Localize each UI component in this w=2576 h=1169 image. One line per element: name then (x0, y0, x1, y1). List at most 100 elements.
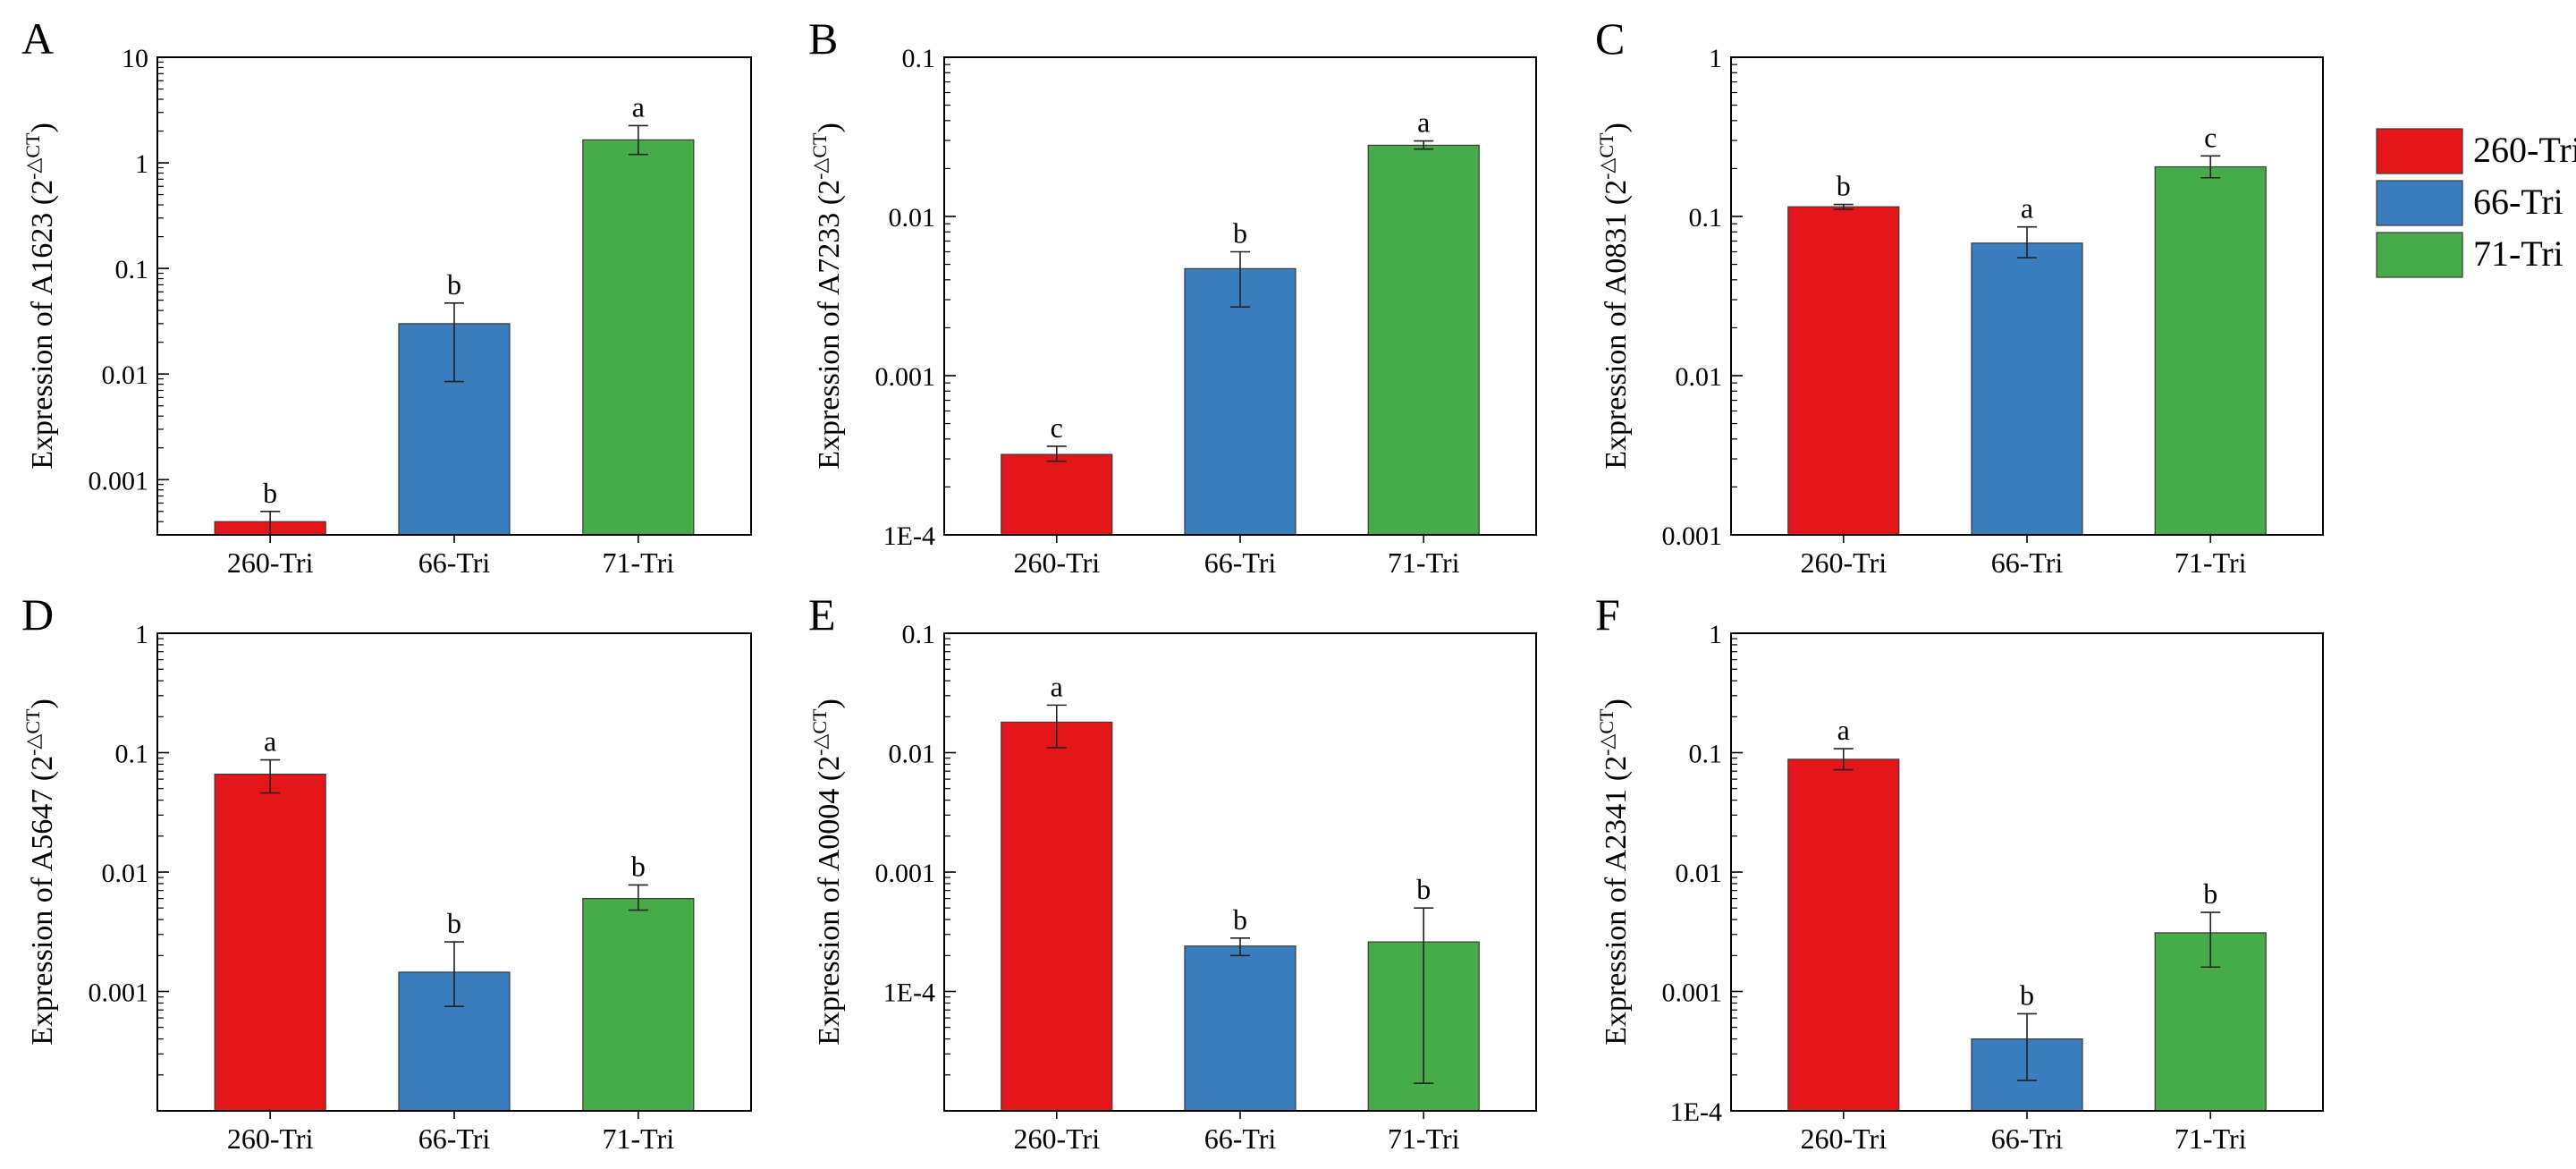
y-tick-label: 10 (122, 44, 148, 73)
y-tick-label: 0.1 (902, 44, 936, 73)
y-tick-label: 1 (1709, 620, 1722, 649)
panel-letter: E (808, 589, 836, 640)
significance-letter: a (632, 90, 645, 123)
significance-letter: b (2020, 978, 2034, 1011)
bar-66-tri (1971, 242, 2083, 536)
significance-letter: a (1051, 670, 1063, 702)
plot-frame (1730, 632, 2324, 1112)
legend-label: 71-Tri (2473, 233, 2563, 274)
x-tick-label: 260-Tri (1800, 546, 1887, 579)
bar-66-tri (1184, 267, 1296, 536)
panel-letter: F (1595, 589, 1620, 640)
panel-c: Cb 260-Tri a 66-Tri c 71-Tri 0.001 0.01 0.1 1 Expr… (1595, 13, 2324, 579)
x-tick-label: 71-Tri (603, 1122, 675, 1155)
significance-letter: a (2021, 192, 2033, 224)
x-tick-label: 66-Tri (418, 546, 491, 579)
y-tick-label: 0.1 (902, 620, 936, 649)
plot-frame (156, 632, 752, 1112)
x-tick-label: 66-Tri (1204, 1122, 1277, 1155)
y-tick-label: 0.1 (1689, 203, 1723, 233)
bar-260-tri (1787, 758, 1900, 1112)
panel-f: Fa 260-Tri b 66-Tri b 71-Tri 1E-4 0.001 0.01 0.1 1… (1595, 589, 2324, 1155)
y-tick-label: 0.01 (889, 740, 936, 769)
bar-260-tri (214, 773, 326, 1112)
y-axis-label: Expression of A5647 (2-△CT) (21, 699, 59, 1046)
plot-frame (943, 632, 1537, 1112)
x-tick-label: 71-Tri (2175, 1122, 2247, 1155)
y-tick-label: 0.1 (115, 255, 149, 284)
y-tick-label: 0.01 (102, 360, 149, 390)
y-tick-label: 0.001 (1662, 978, 1723, 1008)
significance-letter: b (1416, 873, 1431, 905)
significance-letter: b (447, 268, 461, 301)
y-tick-label: 0.01 (1676, 859, 1723, 888)
significance-letter: b (447, 907, 461, 939)
legend-label: 260-Tri (2473, 130, 2576, 170)
y-tick-label: 1 (1709, 44, 1722, 73)
significance-letter: b (1837, 170, 1851, 202)
y-tick-label: 1E-4 (883, 978, 935, 1008)
panel-b: Bc 260-Tri b 66-Tri a 71-Tri 1E-4 0.001 0.01 0.1 E… (808, 13, 1537, 579)
y-tick-label: 1E-4 (883, 521, 935, 551)
legend-label: 66-Tri (2473, 182, 2563, 222)
plot-frame (156, 56, 752, 536)
significance-letter: a (1837, 714, 1850, 746)
x-tick-label: 71-Tri (2175, 546, 2247, 579)
bar-260-tri (1001, 721, 1113, 1112)
y-tick-label: 0.001 (875, 362, 936, 392)
bar-71-tri (2154, 165, 2267, 536)
panel-letter: A (21, 13, 54, 64)
legend: 260-Tri 66-Tri 71-Tri (2376, 128, 2576, 278)
panel-letter: D (21, 589, 54, 640)
bar-71-tri (582, 898, 695, 1112)
x-tick-label: 66-Tri (1991, 1122, 2064, 1155)
y-tick-label: 0.1 (1689, 740, 1723, 769)
y-axis-label: Expression of A0004 (2-△CT) (808, 699, 846, 1046)
legend-swatch-71-tri (2376, 232, 2463, 278)
y-tick-label: 0.001 (1662, 521, 1723, 551)
significance-letter: b (263, 477, 277, 509)
significance-letter: b (2203, 877, 2217, 910)
x-tick-label: 66-Tri (418, 1122, 491, 1155)
panel-e: Ea 260-Tri b 66-Tri b 71-Tri 1E-4 0.001 0.01 0.1 E… (808, 589, 1537, 1155)
x-tick-label: 260-Tri (1800, 1122, 1887, 1155)
y-tick-label: 1 (135, 620, 148, 649)
significance-letter: c (1051, 411, 1063, 444)
legend-swatch-260-tri (2376, 128, 2463, 174)
x-tick-label: 66-Tri (1991, 546, 2064, 579)
y-axis-label: Expression of A1623 (2-△CT) (21, 123, 59, 470)
bar-71-tri (582, 139, 695, 536)
plot-frame (1730, 56, 2324, 536)
y-tick-label: 0.001 (875, 859, 936, 888)
panel-letter: C (1595, 13, 1625, 64)
x-tick-label: 66-Tri (1204, 546, 1277, 579)
y-axis-label: Expression of A7233 (2-△CT) (808, 123, 846, 470)
significance-letter: b (1233, 216, 1247, 249)
x-tick-label: 260-Tri (227, 546, 314, 579)
x-tick-label: 71-Tri (1388, 1122, 1460, 1155)
y-axis-label: Expression of A0831 (2-△CT) (1595, 123, 1633, 470)
y-tick-label: 0.01 (1676, 362, 1723, 392)
bar-260-tri (1001, 453, 1113, 536)
bar-71-tri (1367, 144, 1480, 536)
legend-swatch-66-tri (2376, 180, 2463, 226)
y-axis-label: Expression of A2341 (2-△CT) (1595, 699, 1633, 1046)
significance-letter: a (264, 725, 276, 758)
significance-letter: a (1417, 106, 1430, 139)
significance-letter: b (1233, 903, 1247, 936)
x-tick-label: 260-Tri (1013, 546, 1100, 579)
panel-d: Da 260-Tri b 66-Tri b 71-Tri 0.001 0.01 0.1 1 Expr… (21, 589, 752, 1155)
y-tick-label: 0.1 (115, 740, 149, 769)
y-tick-label: 0.01 (889, 203, 936, 233)
significance-letter: b (631, 850, 646, 882)
y-tick-label: 0.001 (89, 978, 149, 1008)
panel-a: Ab 260-Tri b 66-Tri a 71-Tri 0.001 0.01 0.1 1 10 Ex… (21, 13, 752, 579)
y-tick-label: 1E-4 (1670, 1097, 1722, 1127)
panel-letter: B (808, 13, 838, 64)
x-tick-label: 260-Tri (1013, 1122, 1100, 1155)
x-tick-label: 260-Tri (227, 1122, 314, 1155)
bar-66-tri (1184, 945, 1296, 1112)
x-tick-label: 71-Tri (603, 546, 675, 579)
y-tick-label: 0.01 (102, 859, 149, 888)
